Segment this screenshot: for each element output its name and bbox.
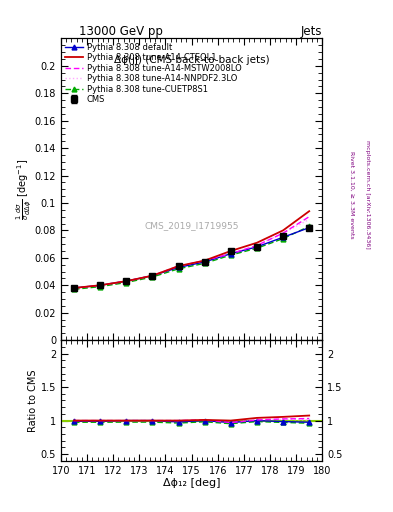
Pythia 8.308 tune-CUETP8S1 [176, 266, 181, 272]
Pythia 8.308 tune-A14-NNPDF2.3LO [98, 282, 103, 288]
Pythia 8.308 tune-A14-MSTW2008LO [176, 263, 181, 269]
Line: Pythia 8.308 tune-CUETP8S1: Pythia 8.308 tune-CUETP8S1 [72, 224, 312, 292]
Pythia 8.308 tune-A14-MSTW2008LO [281, 230, 285, 236]
Pythia 8.308 tune-A14-NNPDF2.3LO [281, 230, 285, 236]
Pythia 8.308 tune-A14-CTEQL1 [124, 278, 129, 284]
Pythia 8.308 tune-CUETP8S1 [124, 280, 129, 286]
Text: Δϕ(jj) (CMS back-to-back jets): Δϕ(jj) (CMS back-to-back jets) [114, 55, 269, 65]
Pythia 8.308 tune-A14-NNPDF2.3LO [255, 242, 259, 248]
Y-axis label: Ratio to CMS: Ratio to CMS [28, 369, 38, 432]
Pythia 8.308 default [281, 234, 285, 240]
Pythia 8.308 tune-A14-CTEQL1 [98, 282, 103, 288]
Pythia 8.308 tune-A14-MSTW2008LO [307, 214, 312, 220]
Pythia 8.308 tune-A14-CTEQL1 [228, 248, 233, 254]
Pythia 8.308 default [228, 251, 233, 257]
Pythia 8.308 tune-A14-MSTW2008LO [150, 272, 155, 279]
Legend: Pythia 8.308 default, Pythia 8.308 tune-A14-CTEQL1, Pythia 8.308 tune-A14-MSTW20: Pythia 8.308 default, Pythia 8.308 tune-… [63, 41, 243, 106]
Pythia 8.308 tune-CUETP8S1 [202, 260, 207, 266]
Line: Pythia 8.308 default: Pythia 8.308 default [72, 225, 312, 290]
Pythia 8.308 tune-CUETP8S1 [228, 252, 233, 258]
Line: Pythia 8.308 tune-A14-CTEQL1: Pythia 8.308 tune-A14-CTEQL1 [74, 211, 309, 288]
Pythia 8.308 tune-CUETP8S1 [281, 236, 285, 242]
Pythia 8.308 tune-A14-CTEQL1 [255, 240, 259, 246]
Pythia 8.308 tune-A14-NNPDF2.3LO [72, 285, 76, 291]
Pythia 8.308 tune-CUETP8S1 [98, 284, 103, 290]
Pythia 8.308 tune-A14-CTEQL1 [202, 258, 207, 264]
Text: mcplots.cern.ch [arXiv:1306.3436]: mcplots.cern.ch [arXiv:1306.3436] [365, 140, 370, 249]
Pythia 8.308 tune-CUETP8S1 [307, 223, 312, 229]
Pythia 8.308 tune-A14-NNPDF2.3LO [202, 258, 207, 264]
Pythia 8.308 default [255, 244, 259, 250]
Pythia 8.308 tune-A14-CTEQL1 [176, 263, 181, 269]
Text: Jets: Jets [301, 25, 322, 37]
Pythia 8.308 default [98, 282, 103, 288]
Pythia 8.308 tune-A14-CTEQL1 [307, 208, 312, 214]
Y-axis label: $\frac{1}{\sigma}\frac{d\sigma}{d\Delta\phi}$ [deg$^{-1}$]: $\frac{1}{\sigma}\frac{d\sigma}{d\Delta\… [14, 159, 33, 220]
Pythia 8.308 tune-A14-MSTW2008LO [202, 258, 207, 264]
Pythia 8.308 tune-A14-NNPDF2.3LO [307, 217, 312, 223]
Pythia 8.308 tune-A14-NNPDF2.3LO [228, 251, 233, 257]
Pythia 8.308 default [150, 272, 155, 279]
Pythia 8.308 tune-A14-NNPDF2.3LO [150, 272, 155, 279]
X-axis label: Δϕ₁₂ [deg]: Δϕ₁₂ [deg] [163, 478, 220, 488]
Pythia 8.308 default [307, 225, 312, 231]
Pythia 8.308 tune-A14-NNPDF2.3LO [176, 263, 181, 269]
Pythia 8.308 default [72, 285, 76, 291]
Pythia 8.308 tune-A14-MSTW2008LO [124, 278, 129, 284]
Line: Pythia 8.308 tune-A14-NNPDF2.3LO: Pythia 8.308 tune-A14-NNPDF2.3LO [74, 220, 309, 288]
Text: Rivet 3.1.10, ≥ 3.3M events: Rivet 3.1.10, ≥ 3.3M events [349, 151, 354, 239]
Pythia 8.308 tune-A14-NNPDF2.3LO [124, 278, 129, 284]
Pythia 8.308 default [124, 278, 129, 284]
Pythia 8.308 tune-A14-MSTW2008LO [228, 251, 233, 257]
Text: 13000 GeV pp: 13000 GeV pp [79, 25, 162, 37]
Pythia 8.308 tune-A14-MSTW2008LO [98, 282, 103, 288]
Pythia 8.308 tune-A14-CTEQL1 [72, 285, 76, 291]
Pythia 8.308 tune-A14-MSTW2008LO [72, 285, 76, 291]
Pythia 8.308 default [202, 259, 207, 265]
Text: CMS_2019_I1719955: CMS_2019_I1719955 [144, 221, 239, 230]
Pythia 8.308 tune-CUETP8S1 [72, 286, 76, 292]
Pythia 8.308 tune-CUETP8S1 [255, 245, 259, 251]
Pythia 8.308 default [176, 264, 181, 270]
Pythia 8.308 tune-CUETP8S1 [150, 274, 155, 280]
Pythia 8.308 tune-A14-CTEQL1 [281, 227, 285, 233]
Pythia 8.308 tune-A14-CTEQL1 [150, 272, 155, 279]
Pythia 8.308 tune-A14-MSTW2008LO [255, 242, 259, 248]
Line: Pythia 8.308 tune-A14-MSTW2008LO: Pythia 8.308 tune-A14-MSTW2008LO [74, 217, 309, 288]
